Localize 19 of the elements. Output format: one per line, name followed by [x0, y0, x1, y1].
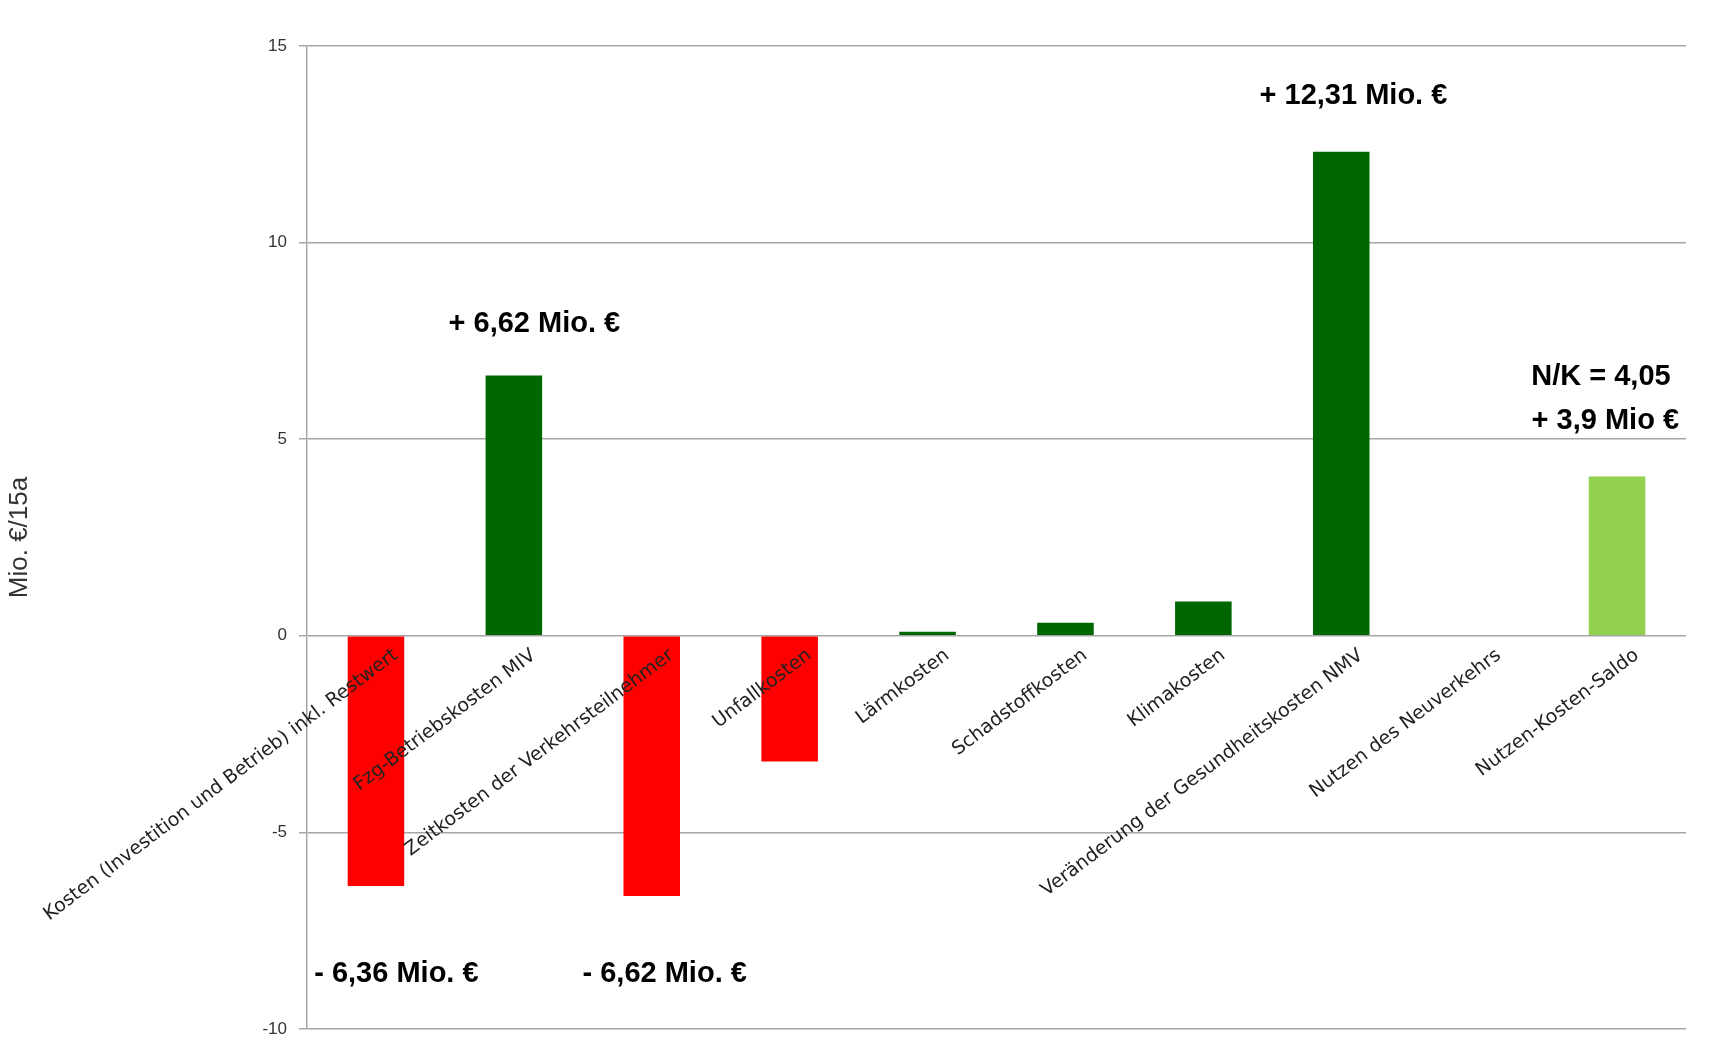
bar: [1175, 601, 1232, 636]
annotation: N/K = 4,05: [1531, 358, 1671, 391]
y-tick-label: 5: [277, 428, 287, 448]
y-tick-label: 10: [268, 232, 287, 252]
bar: [1037, 622, 1094, 636]
bar: [485, 375, 543, 636]
annotation: + 12,31 Mio. €: [1259, 78, 1448, 111]
annotation: - 6,36 Mio. €: [314, 955, 479, 988]
bar: [1312, 151, 1370, 636]
y-tick-label: 15: [268, 35, 287, 55]
y-axis-title: Mio. €/15a: [2, 476, 33, 599]
y-tick-label: -5: [271, 822, 287, 842]
y-tick-label: 0: [277, 625, 287, 645]
annotation: + 3,9 Mio €: [1531, 402, 1680, 435]
bar: [1588, 476, 1646, 636]
annotation: - 6,62 Mio. €: [582, 955, 747, 988]
bar: [899, 631, 956, 636]
y-tick-label: -10: [262, 1018, 287, 1038]
annotation: + 6,62 Mio. €: [448, 306, 621, 339]
